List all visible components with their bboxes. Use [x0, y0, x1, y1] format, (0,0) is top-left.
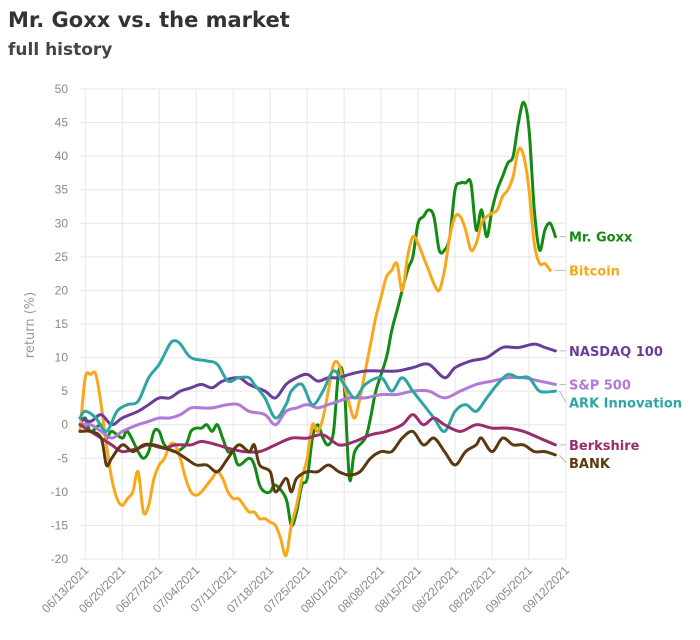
series-line-mr-goxx — [78, 100, 557, 528]
series-line-nasdaq-100 — [78, 342, 557, 427]
y-axis-title: return (%) — [23, 292, 38, 358]
x-axis-ticks: 06/13/202106/20/202106/27/202107/04/2021… — [39, 563, 572, 616]
y-tick-label: 5 — [61, 384, 68, 398]
y-tick-label: 15 — [55, 317, 69, 331]
chart-title: Mr. Goxx vs. the market — [8, 8, 290, 32]
y-tick-label: -10 — [51, 485, 69, 499]
series-label-ark-innovation: ARK Innovation — [569, 396, 682, 411]
y-tick-label: 50 — [55, 82, 69, 96]
y-tick-label: 25 — [55, 250, 69, 264]
grid — [80, 88, 567, 560]
series-line-bitcoin — [78, 146, 552, 558]
y-tick-label: -15 — [51, 518, 69, 532]
y-tick-label: -5 — [57, 451, 68, 465]
y-tick-label: 35 — [55, 183, 69, 197]
chart-subtitle: full history — [8, 40, 113, 60]
series-labels: Mr. Goxx Bitcoin NASDAQ 100 S&P 500 ARK Inno… — [554, 231, 682, 472]
label-leader-bank — [559, 454, 567, 464]
series-label-bank: BANK — [569, 457, 611, 472]
y-tick-label: 40 — [55, 149, 69, 163]
y-tick-label: 45 — [55, 116, 69, 130]
series-lines — [78, 100, 557, 558]
y-tick-label: 10 — [55, 351, 69, 365]
series-line-bank — [78, 429, 557, 494]
y-tick-label: 30 — [55, 216, 69, 230]
series-label-berkshire: Berkshire — [569, 439, 640, 454]
series-line-s-p-500 — [78, 375, 557, 440]
series-line-ark-innovation — [78, 339, 557, 433]
y-axis-ticks: -20 -15 -10 -5 0 5 10 15 20 25 30 35 40 45 50 — [51, 82, 69, 566]
series-label-nasdaq-100: NASDAQ 100 — [569, 345, 663, 360]
series-label-s-p-500: S&P 500 — [569, 378, 631, 393]
y-tick-label: 20 — [55, 283, 69, 297]
series-label-mr-goxx: Mr. Goxx — [569, 231, 633, 246]
series-label-bitcoin: Bitcoin — [569, 264, 620, 279]
label-leader-ark-innovation — [559, 390, 567, 403]
y-tick-label: 0 — [61, 418, 68, 432]
y-tick-label: -20 — [51, 552, 69, 566]
